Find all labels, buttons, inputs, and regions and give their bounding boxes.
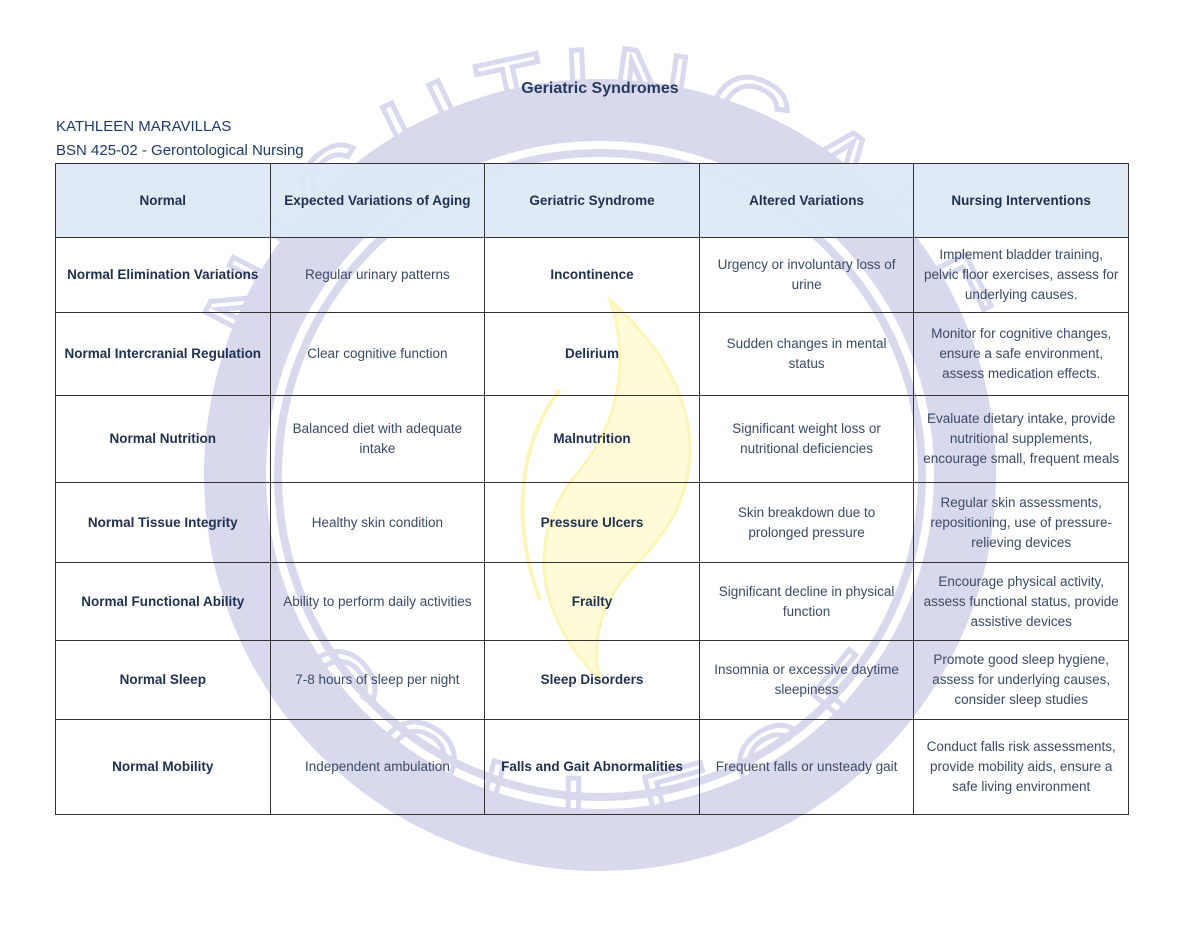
cell-expected-variation: 7-8 hours of sleep per night <box>269 640 486 720</box>
cell-normal: Normal Sleep <box>55 640 271 720</box>
cell-nursing-intervention: Conduct falls risk assessments, provide … <box>913 719 1129 815</box>
cell-nursing-intervention: Implement bladder training, pelvic floor… <box>913 237 1129 313</box>
table-row: Normal Elimination Variations Regular uri… <box>55 237 1129 313</box>
table-row: Normal Nutrition Balanced diet with adequ… <box>55 395 1129 483</box>
geriatric-syndromes-table: Normal Expected Variations of Aging Geri… <box>55 163 1129 815</box>
cell-nursing-intervention: Evaluate dietary intake, provide nutriti… <box>913 395 1129 483</box>
cell-nursing-intervention: Regular skin assessments, repositioning,… <box>913 482 1129 563</box>
cell-altered-variation: Significant decline in physical function <box>698 562 915 641</box>
cell-geriatric-syndrome: Frailty <box>484 562 700 641</box>
cell-geriatric-syndrome: Sleep Disorders <box>484 640 700 720</box>
cell-geriatric-syndrome: Pressure Ulcers <box>484 482 700 563</box>
cell-expected-variation: Independent ambulation <box>269 719 486 815</box>
cell-geriatric-syndrome: Incontinence <box>484 237 700 313</box>
table-row: Normal Sleep 7-8 hours of sleep per night… <box>55 640 1129 720</box>
cell-normal: Normal Intercranial Regulation <box>55 312 271 396</box>
cell-expected-variation: Clear cognitive function <box>269 312 486 396</box>
cell-nursing-intervention: Monitor for cognitive changes, ensure a … <box>913 312 1129 396</box>
author-name: KATHLEEN MARAVILLAS <box>56 118 232 135</box>
cell-nursing-intervention: Promote good sleep hygiene, assess for u… <box>913 640 1129 720</box>
cell-normal: Normal Mobility <box>55 719 271 815</box>
cell-geriatric-syndrome: Falls and Gait Abnormalities <box>484 719 700 815</box>
cell-altered-variation: Frequent falls or unsteady gait <box>698 719 915 815</box>
header-expected-variations: Expected Variations of Aging <box>269 163 486 238</box>
cell-normal: Normal Tissue Integrity <box>55 482 271 563</box>
cell-expected-variation: Ability to perform daily activities <box>269 562 486 641</box>
cell-nursing-intervention: Encourage physical activity, assess func… <box>913 562 1129 641</box>
cell-altered-variation: Insomnia or excessive daytime sleepiness <box>698 640 915 720</box>
table-row: Normal Intercranial Regulation Clear cogn… <box>55 312 1129 396</box>
document-title: Geriatric Syndromes <box>521 80 679 97</box>
table-row: Normal Mobility Independent ambulation Fal… <box>55 719 1129 815</box>
cell-expected-variation: Healthy skin condition <box>269 482 486 563</box>
course-name: BSN 425-02 - Gerontological Nursing <box>56 142 304 159</box>
header-geriatric-syndrome: Geriatric Syndrome <box>484 163 700 238</box>
cell-altered-variation: Skin breakdown due to prolonged pressure <box>698 482 915 563</box>
table-header-row: Normal Expected Variations of Aging Geri… <box>55 163 1129 238</box>
cell-normal: Normal Nutrition <box>55 395 271 483</box>
cell-altered-variation: Significant weight loss or nutritional d… <box>698 395 915 483</box>
cell-normal: Normal Elimination Variations <box>55 237 271 313</box>
cell-expected-variation: Regular urinary patterns <box>269 237 486 313</box>
cell-geriatric-syndrome: Delirium <box>484 312 700 396</box>
table-row: Normal Functional Ability Ability to perf… <box>55 562 1129 641</box>
header-normal: Normal <box>55 163 271 238</box>
cell-altered-variation: Sudden changes in mental status <box>698 312 915 396</box>
table-row: Normal Tissue Integrity Healthy skin cond… <box>55 482 1129 563</box>
cell-expected-variation: Balanced diet with adequate intake <box>269 395 486 483</box>
header-altered-variations: Altered Variations <box>698 163 915 238</box>
cell-geriatric-syndrome: Malnutrition <box>484 395 700 483</box>
cell-altered-variation: Urgency or involuntary loss of urine <box>698 237 915 313</box>
header-nursing-interventions: Nursing Interventions <box>913 163 1129 238</box>
cell-normal: Normal Functional Ability <box>55 562 271 641</box>
